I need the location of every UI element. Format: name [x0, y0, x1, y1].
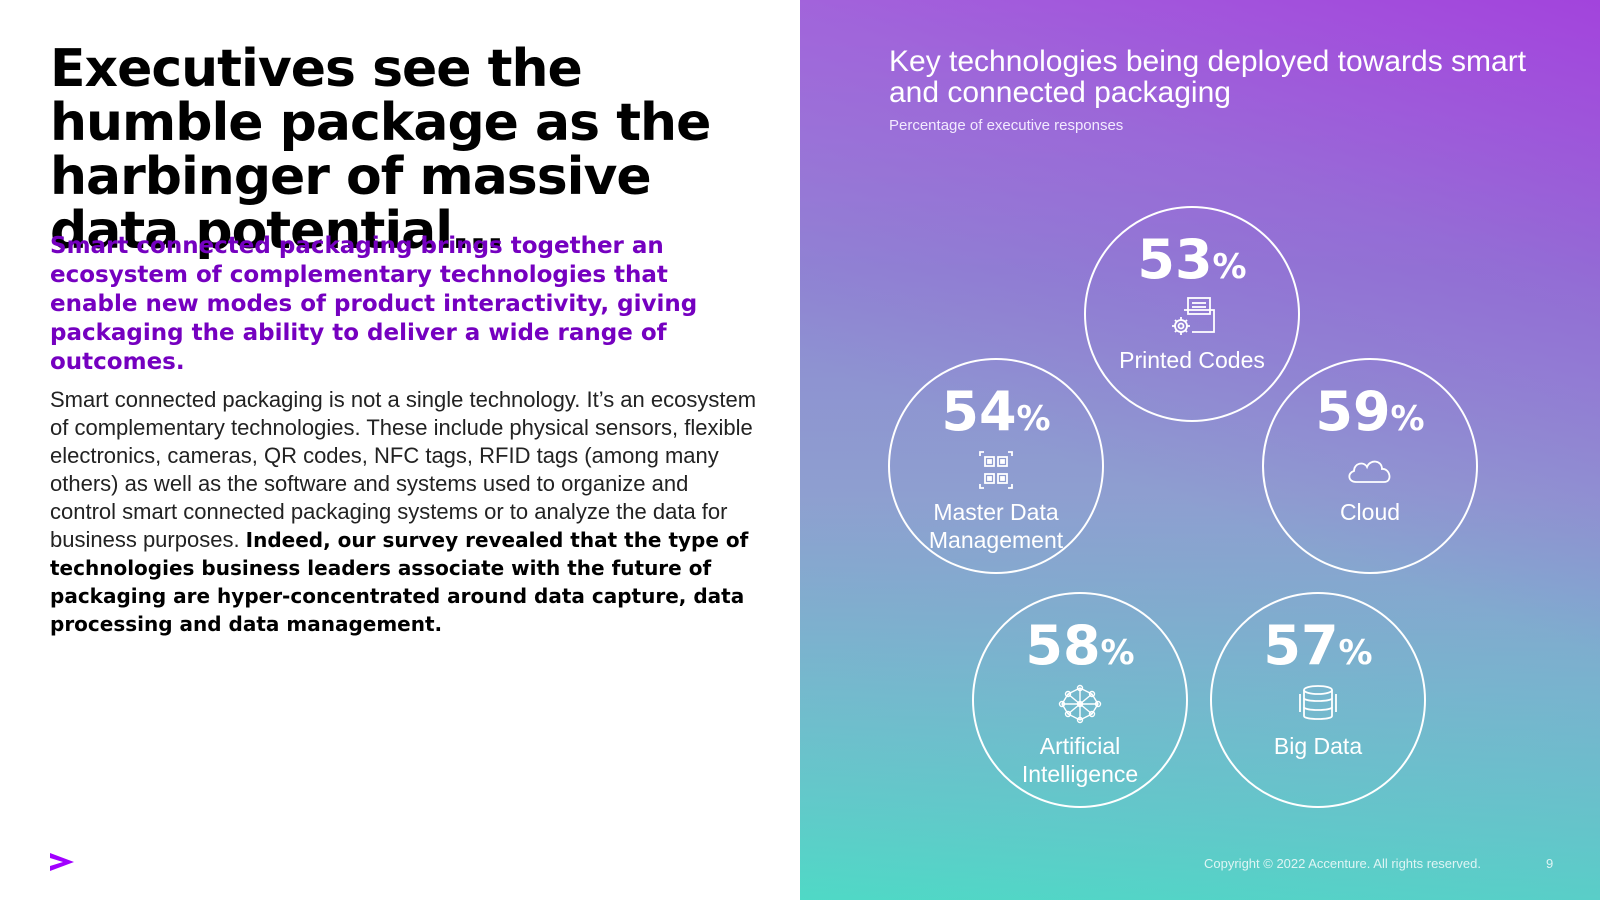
neural-network-icon: [1058, 684, 1102, 724]
bubble-label: Artificial Intelligence: [1021, 733, 1139, 787]
cloud-icon: [1348, 460, 1391, 483]
value-number: 59: [1315, 380, 1391, 443]
qr-code-icon: [979, 451, 1013, 489]
value-number: 58: [1025, 614, 1101, 677]
value-unit: %: [1390, 399, 1425, 439]
bubble-master-data-management: 54% Master Data Management: [888, 358, 1104, 574]
body-paragraph: Smart connected packaging is not a singl…: [50, 386, 760, 638]
value-number: 53: [1137, 228, 1213, 291]
bubble-printed-codes: 53% Printed Codes: [1084, 206, 1300, 422]
value-unit: %: [1338, 633, 1373, 673]
lead-paragraph: Smart connected packaging brings togethe…: [50, 233, 698, 375]
value-unit: %: [1016, 399, 1051, 439]
page-title: Executives see the humble package as the…: [50, 39, 711, 261]
value-unit: %: [1212, 247, 1247, 287]
page-number: 9: [1546, 856, 1554, 871]
bubble-artificial-intelligence: 58% Artificial Intelligence: [972, 592, 1188, 808]
value-number: 57: [1263, 614, 1339, 677]
bubble-label: Printed Codes: [1119, 347, 1265, 373]
chart-title: Key technologies being deployed towards …: [889, 45, 1527, 109]
database-icon: [1299, 685, 1337, 720]
printed-codes-icon: [1172, 297, 1215, 335]
bubble-value: 54%: [890, 382, 1102, 449]
bubble-value: 58%: [974, 616, 1186, 683]
bubble-label: Cloud: [1339, 499, 1401, 525]
bubble-value: 59%: [1264, 382, 1476, 449]
bubble-label: Master Data Management: [928, 499, 1064, 553]
bubble-value: 53%: [1086, 230, 1298, 297]
copyright-text: Copyright © 2022 Accenture. All rights r…: [1204, 856, 1481, 871]
accenture-logo-icon: [50, 853, 74, 871]
bubble-cloud: 59% Cloud: [1262, 358, 1478, 574]
bubble-label: Big Data: [1273, 733, 1363, 759]
value-number: 54: [941, 380, 1017, 443]
chart-subtitle: Percentage of executive responses: [889, 117, 1124, 134]
value-unit: %: [1100, 633, 1135, 673]
left-panel: Executives see the humble package as the…: [50, 39, 760, 871]
bubble-value: 57%: [1212, 616, 1424, 683]
bubble-big-data: 57% Big Data: [1210, 592, 1426, 808]
body-text: Smart connected packaging is not a singl…: [50, 387, 757, 552]
body-highlight: Indeed, our survey revealed that the typ…: [50, 528, 749, 636]
chart-panel: Key technologies being deployed towards …: [800, 0, 1600, 900]
